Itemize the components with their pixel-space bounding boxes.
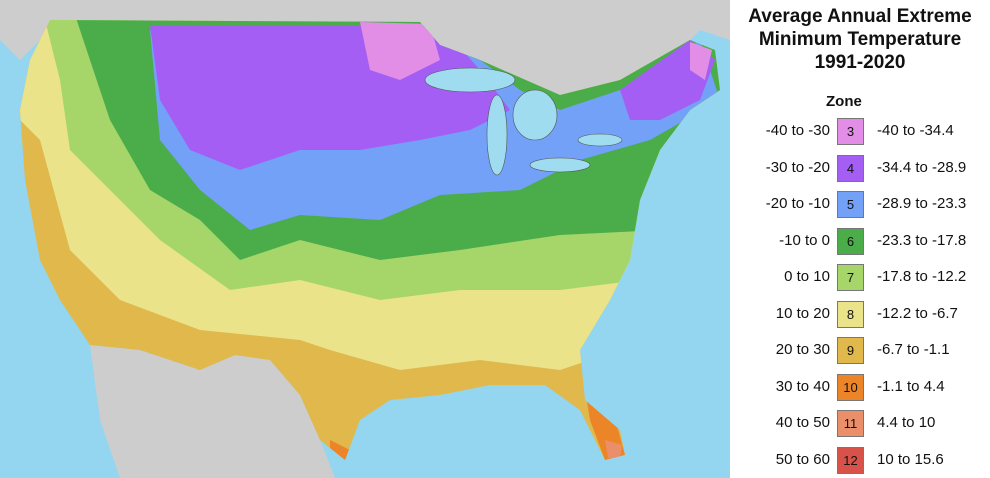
celsius-range: -40 to -34.4 [877, 122, 954, 139]
canada-land [0, 0, 730, 95]
celsius-range: -34.4 to -28.9 [877, 158, 967, 176]
zone-swatch: 7 [837, 264, 864, 291]
legend-row-zone-9: 20 to 30 9 -6.7 to -1.1 [730, 337, 990, 364]
zone-swatch: 12 [837, 446, 864, 474]
celsius-range: 4.4 to 10 [877, 414, 936, 431]
zone-swatch: 5 [837, 191, 864, 218]
legend-row-zone-5: -20 to -10 5 -28.9 to -23.3 [730, 191, 990, 218]
legend-title-line-2: Minimum Temperature [758, 29, 962, 50]
legend-row-zone-8: 10 to 20 8 -12.2 to -6.7 [730, 300, 990, 328]
fahrenheit-range: 20 to 30 [775, 341, 830, 358]
fahrenheit-range: 50 to 60 [775, 450, 830, 468]
celsius-range: -1.1 to 4.4 [877, 377, 945, 395]
legend-zone-header: Zone [826, 93, 862, 110]
legend-row-zone-4: -30 to -20 4 -34.4 to -28.9 [730, 154, 990, 182]
fahrenheit-range: 10 to 20 [775, 304, 830, 322]
legend: Average Annual Extreme Minimum Temperatu… [730, 0, 990, 478]
celsius-range: -17.8 to -12.2 [877, 268, 967, 285]
fahrenheit-range: -30 to -20 [765, 158, 830, 176]
zone-swatch: 11 [837, 410, 864, 437]
fahrenheit-range: 30 to 40 [775, 377, 830, 395]
zone-swatch: 10 [837, 373, 864, 401]
legend-row-zone-11: 40 to 50 11 4.4 to 10 [730, 410, 990, 437]
legend-row-zone-6: -10 to 0 6 -23.3 to -17.8 [730, 227, 990, 255]
celsius-range: -6.7 to -1.1 [877, 341, 950, 358]
zone-11-region [605, 440, 622, 458]
fahrenheit-range: 40 to 50 [775, 414, 830, 431]
mexico-land [90, 345, 335, 478]
celsius-range: -28.9 to -23.3 [877, 195, 967, 212]
celsius-range: 10 to 15.6 [877, 450, 944, 468]
great-lakes [424, 67, 623, 176]
legend-row-zone-7: 0 to 10 7 -17.8 to -12.2 [730, 264, 990, 291]
legend-title-line-1: Average Annual Extreme [748, 6, 972, 27]
zone-swatch: 3 [837, 118, 864, 145]
celsius-range: -23.3 to -17.8 [877, 231, 967, 249]
legend-row-zone-12: 50 to 60 12 10 to 15.6 [730, 446, 990, 474]
legend-row-zone-3: -40 to -30 3 -40 to -34.4 [730, 118, 990, 145]
celsius-range: -12.2 to -6.7 [877, 304, 958, 322]
fahrenheit-range: -40 to -30 [765, 122, 830, 139]
zone-swatch: 6 [837, 227, 864, 255]
legend-title-line-3: 1991-2020 [814, 52, 906, 73]
fahrenheit-range: 0 to 10 [784, 268, 830, 285]
zone-swatch: 9 [837, 337, 864, 364]
fahrenheit-range: -20 to -10 [765, 195, 830, 212]
zone-swatch: 8 [837, 300, 864, 328]
zone-3-region [690, 42, 712, 80]
zone-3-region [360, 22, 440, 80]
zone-swatch: 4 [837, 154, 864, 182]
hardiness-zone-map [0, 0, 730, 478]
fahrenheit-range: -10 to 0 [779, 231, 830, 249]
legend-row-zone-10: 30 to 40 10 -1.1 to 4.4 [730, 373, 990, 401]
